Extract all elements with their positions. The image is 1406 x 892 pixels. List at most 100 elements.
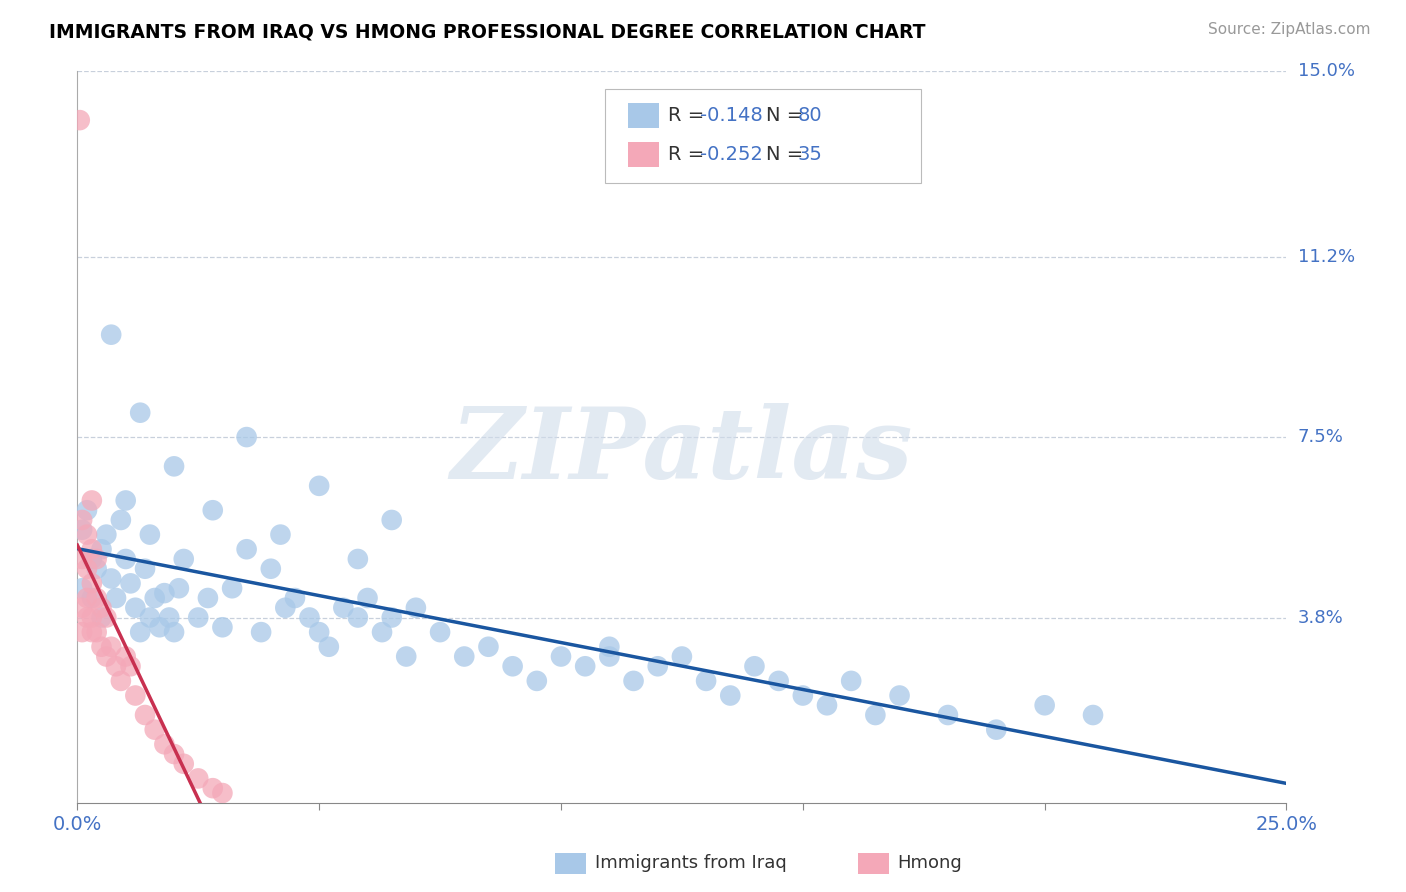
Point xyxy=(69,113,91,128)
Point xyxy=(623,673,645,688)
Text: ZIPatlas: ZIPatlas xyxy=(451,403,912,500)
Point xyxy=(167,581,190,595)
Point xyxy=(381,513,404,527)
Text: Source: ZipAtlas.com: Source: ZipAtlas.com xyxy=(1208,22,1371,37)
Point xyxy=(134,562,156,576)
Point xyxy=(134,708,156,723)
Point xyxy=(90,640,112,654)
Point xyxy=(356,591,378,605)
Point xyxy=(201,781,224,796)
Point xyxy=(347,610,370,624)
Point xyxy=(550,649,572,664)
Point xyxy=(347,552,370,566)
Text: 35: 35 xyxy=(797,145,823,164)
Text: 11.2%: 11.2% xyxy=(1298,248,1355,266)
Text: R =: R = xyxy=(668,145,710,164)
Point xyxy=(936,708,959,723)
Point xyxy=(260,562,283,576)
Point xyxy=(70,625,93,640)
Point xyxy=(139,610,162,624)
Point xyxy=(80,552,103,566)
Point xyxy=(86,591,108,605)
Point xyxy=(129,406,152,420)
Point xyxy=(114,552,136,566)
Point xyxy=(120,659,142,673)
Point xyxy=(1033,698,1056,713)
Point xyxy=(90,542,112,557)
Point xyxy=(114,649,136,664)
Point xyxy=(187,610,209,624)
Text: 15.0%: 15.0% xyxy=(1298,62,1354,80)
Text: IMMIGRANTS FROM IRAQ VS HMONG PROFESSIONAL DEGREE CORRELATION CHART: IMMIGRANTS FROM IRAQ VS HMONG PROFESSION… xyxy=(49,22,925,41)
Point xyxy=(574,659,596,673)
Point xyxy=(744,659,766,673)
Point xyxy=(986,723,1008,737)
Point xyxy=(405,600,427,615)
Point xyxy=(153,737,176,751)
Point xyxy=(139,527,162,541)
Point xyxy=(187,772,209,786)
Point xyxy=(502,659,524,673)
Point xyxy=(250,625,273,640)
Point xyxy=(80,493,103,508)
Point xyxy=(124,689,146,703)
Point xyxy=(70,513,93,527)
Point xyxy=(235,542,257,557)
Point xyxy=(76,591,98,605)
Point xyxy=(308,479,330,493)
Point xyxy=(526,673,548,688)
Point xyxy=(839,673,862,688)
Point xyxy=(114,493,136,508)
Point xyxy=(163,625,186,640)
Point xyxy=(163,459,186,474)
Point xyxy=(718,689,741,703)
Point xyxy=(86,552,108,566)
Point xyxy=(105,659,128,673)
Point xyxy=(1081,708,1104,723)
Point xyxy=(80,625,103,640)
Text: R =: R = xyxy=(668,106,710,126)
Point xyxy=(76,503,98,517)
Point xyxy=(647,659,669,673)
Point xyxy=(201,503,224,517)
Text: 3.8%: 3.8% xyxy=(1298,608,1343,626)
Point xyxy=(153,586,176,600)
Point xyxy=(80,542,103,557)
Point xyxy=(298,610,321,624)
Point xyxy=(598,649,620,664)
Point xyxy=(284,591,307,605)
Point xyxy=(70,581,93,595)
Point xyxy=(318,640,340,654)
Point xyxy=(90,610,112,624)
Point xyxy=(70,523,93,537)
Text: N =: N = xyxy=(766,106,810,126)
Point xyxy=(148,620,170,634)
Point xyxy=(143,723,166,737)
Text: Immigrants from Iraq: Immigrants from Iraq xyxy=(595,855,786,872)
Point xyxy=(371,625,394,640)
Point xyxy=(453,649,475,664)
Point xyxy=(269,527,291,541)
Point xyxy=(211,786,233,800)
Point xyxy=(332,600,354,615)
Point xyxy=(80,610,103,624)
Point xyxy=(308,625,330,640)
Point xyxy=(477,640,499,654)
Point xyxy=(695,673,717,688)
Point xyxy=(110,673,132,688)
Point xyxy=(100,327,122,342)
Point xyxy=(889,689,911,703)
Point xyxy=(129,625,152,640)
Text: N =: N = xyxy=(766,145,810,164)
Point xyxy=(768,673,790,688)
Point xyxy=(429,625,451,640)
Point xyxy=(120,576,142,591)
Point xyxy=(598,640,620,654)
Point xyxy=(143,591,166,605)
Point xyxy=(96,610,118,624)
Text: -0.148: -0.148 xyxy=(700,106,763,126)
Point xyxy=(221,581,243,595)
Point xyxy=(163,747,186,761)
Point xyxy=(86,625,108,640)
Text: -0.252: -0.252 xyxy=(700,145,763,164)
